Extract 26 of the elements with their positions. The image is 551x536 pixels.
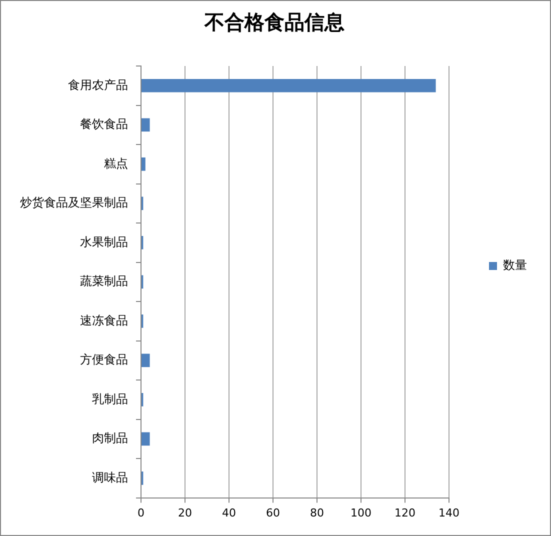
- x-tick-label: 120: [394, 506, 416, 520]
- x-tick-label: 0: [138, 506, 144, 520]
- y-tick-label: 餐饮食品: [80, 117, 128, 132]
- y-tick-label: 食用农产品: [68, 78, 128, 92]
- y-tick-label: 炒货食品及坚果制品: [20, 196, 128, 210]
- x-tick-label: 100: [350, 506, 372, 520]
- bar: [142, 118, 150, 132]
- bar: [142, 354, 150, 368]
- y-tick-label: 方便食品: [80, 352, 128, 367]
- y-tick-label: 水果制品: [80, 234, 128, 249]
- y-tick-label: 乳制品: [92, 392, 128, 406]
- chart-title: 不合格食品信息: [204, 10, 344, 34]
- legend-label: 数量: [503, 258, 527, 272]
- y-tick-label: 速冻食品: [80, 313, 128, 328]
- x-tick-label: 80: [310, 506, 324, 520]
- x-tick-label: 40: [222, 506, 236, 520]
- y-tick-label: 调味品: [92, 470, 128, 484]
- bar: [142, 78, 436, 92]
- x-tick-label: 60: [266, 506, 280, 520]
- y-tick-label: 蔬菜制品: [80, 274, 128, 288]
- x-tick-label: 20: [178, 506, 192, 520]
- y-tick-label: 糕点: [104, 156, 128, 170]
- bar: [142, 157, 146, 171]
- bar: [142, 432, 150, 446]
- x-tick-label: 140: [438, 506, 460, 520]
- y-tick-label: 肉制品: [92, 431, 128, 446]
